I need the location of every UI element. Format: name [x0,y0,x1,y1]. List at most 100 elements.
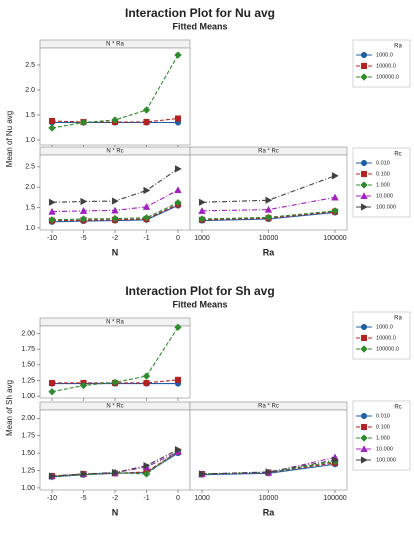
y-axis-label: Mean of Sh avg [5,380,14,436]
y-axis-label: Mean of Nu avg [5,111,14,167]
x-axis-label: N [112,507,119,517]
y-tick-label: 1.75 [21,346,35,353]
marker [198,215,206,223]
x-tick-label: 100000 [323,495,346,502]
legend-label: 0.100 [376,171,390,177]
x-tick-label: 10000 [259,495,279,502]
legend-title: Rc [394,405,401,411]
x-tick-label: 1000 [194,235,210,242]
y-tick-label: 1.0 [25,225,35,232]
x-tick-label: -2 [112,495,118,502]
marker [143,379,150,387]
legend-label: 100000.0 [376,74,399,80]
legend-label: 10000.0 [376,63,396,69]
marker [198,198,206,207]
marker [331,456,339,464]
marker [331,207,339,215]
panel-title: Ra * Rc [258,149,279,155]
legend-label: 1000.0 [376,52,393,58]
chart-subtitle: Fitted Means [172,299,227,309]
marker [111,197,119,205]
y-tick-label: 1.25 [21,467,35,474]
panel-title: N * Ra [106,320,124,326]
chart-subtitle: Fitted Means [172,21,227,31]
y-tick-label: 1.0 [25,137,35,144]
marker [264,205,273,213]
marker [174,323,182,332]
marker [79,215,88,223]
panel-frame [39,47,191,146]
x-tick-label: 100000 [323,235,346,242]
marker [265,196,273,204]
marker [142,202,151,210]
marker [79,118,88,127]
marker [111,378,119,387]
marker [142,214,151,222]
marker [48,379,56,387]
legend-label: 1000.0 [376,324,393,330]
marker [79,207,88,214]
x-tick-label: 0 [176,235,180,242]
legend-label: 0.100 [376,424,390,430]
legend-label: 10000.0 [376,335,396,341]
legend-marker [360,181,368,189]
legend-label: 100.000 [376,204,396,210]
legend-marker [360,456,368,464]
x-tick-label: -1 [143,495,149,502]
x-axis-label: Ra [263,507,275,517]
marker [111,116,119,124]
legend-label: 100.000 [376,457,396,463]
legend-marker [360,73,368,81]
marker [174,115,182,122]
marker [48,472,56,480]
legend-marker [360,345,368,353]
legend-marker [360,170,368,178]
legend-label: 100000.0 [376,346,399,352]
legend-marker [360,445,368,453]
y-tick-label: 2.00 [21,330,35,337]
marker [48,124,56,132]
y-tick-label: 2.5 [25,62,35,69]
marker [48,387,56,396]
marker [143,461,151,470]
chart-title: Interaction Plot for Sh avg [125,284,274,298]
y-tick-label: 1.25 [21,377,35,384]
series-line [201,459,336,475]
marker [142,106,151,114]
legend-marker [360,203,368,211]
series-line [201,196,336,212]
y-tick-label: 2.0 [25,87,35,94]
marker [111,214,119,223]
marker [174,376,182,383]
legend-marker [360,412,368,420]
legend-marker [360,159,368,167]
marker [48,207,56,215]
legend-label: 10.000 [376,446,393,452]
y-tick-label: 1.5 [25,112,35,119]
legend-title: Rc [394,152,401,158]
marker [174,186,182,194]
legend-label: 0.010 [376,160,390,166]
legend-marker [360,192,368,200]
x-axis-label: Ra [263,247,275,257]
legend-marker [360,51,368,59]
marker [174,165,182,173]
marker [198,470,206,478]
panel-frame [189,409,348,491]
marker [80,197,88,206]
x-tick-label: -5 [80,495,86,502]
panel-frame [39,325,191,399]
marker [174,51,182,59]
legend-label: 1.000 [376,182,390,188]
y-tick-label: 1.75 [21,433,35,440]
legend-marker [360,434,368,442]
marker [265,468,273,476]
x-tick-label: -2 [112,235,118,242]
marker [111,468,119,477]
x-tick-label: 10000 [259,235,279,242]
panel-title: Ra * Rc [258,404,279,410]
y-tick-label: 1.00 [21,393,35,400]
x-tick-label: 1000 [194,495,210,502]
